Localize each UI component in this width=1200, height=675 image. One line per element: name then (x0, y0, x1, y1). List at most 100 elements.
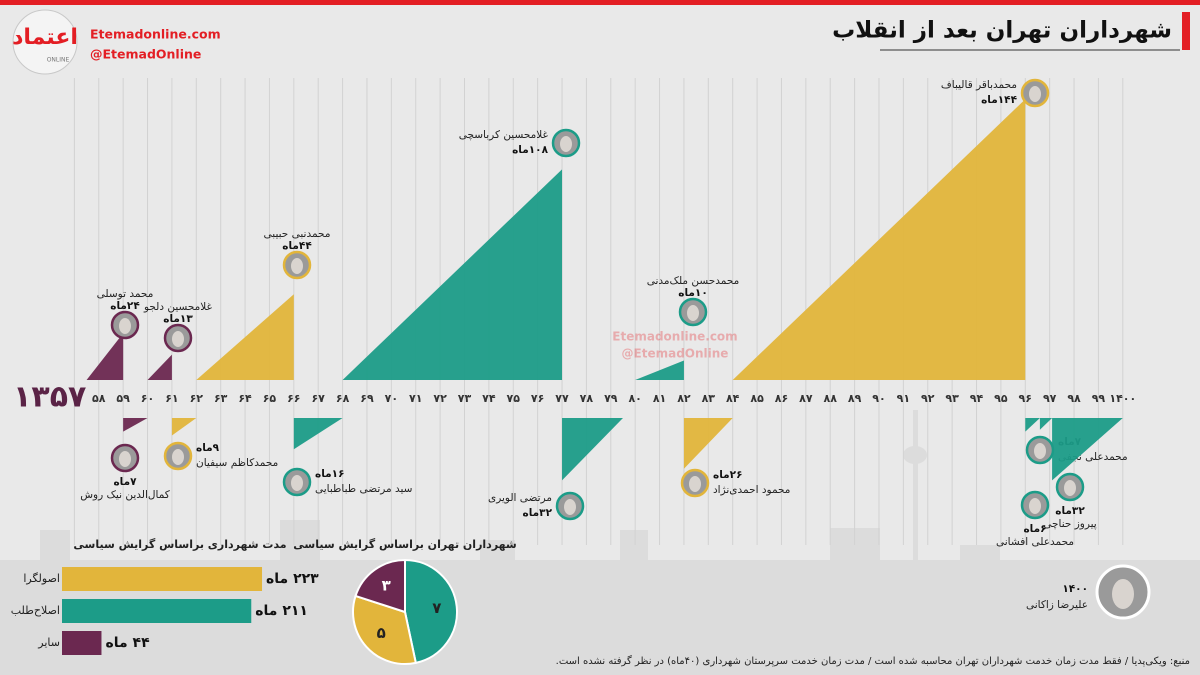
mayor-name: غلامحسین دلجو (143, 301, 213, 313)
x-tick-label: ۶۱ (165, 392, 178, 405)
current-year: ۱۴۰۰ (1062, 583, 1088, 595)
x-tick-label: ۸۶ (775, 392, 788, 405)
building (830, 528, 880, 675)
portrait-face (1064, 480, 1076, 496)
mayor-name: مرتضی الویری (488, 492, 552, 504)
x-tick-label: ۹۹ (1092, 392, 1106, 405)
portrait-face (119, 451, 131, 467)
pie-slice (354, 558, 406, 614)
portrait-face (564, 499, 576, 515)
x-tick-label: ۷۴ (482, 392, 496, 405)
x-tick-label: ۹۵ (994, 392, 1008, 405)
mayor-months: ۱۶ماه (315, 468, 344, 480)
x-tick-label: ۱۴۰۰ (1109, 392, 1136, 405)
pie-label: ۳ (382, 577, 391, 595)
pie-label: ۵ (377, 624, 386, 642)
building (960, 545, 1000, 675)
bar-value-label: ۴۴ ماه (105, 635, 150, 651)
x-tick-label: ۸۴ (726, 392, 740, 405)
portrait-face (291, 475, 303, 491)
x-tick-label: ۸۷ (799, 392, 813, 405)
mayor-months: ۱۰۸ماه (512, 144, 548, 156)
mayor-months: ۷ماه (113, 476, 137, 488)
mayor-months: ۲۶ماه (713, 469, 742, 481)
bar (62, 599, 252, 623)
portrait-face (689, 476, 701, 492)
x-tick-label: ۸۸ (824, 392, 838, 405)
mayor-months: ۳۲ماه (523, 507, 553, 519)
top-bar (0, 0, 1200, 5)
x-tick-label: ۷۲ (433, 392, 447, 405)
bar-title: مدت شهرداری براساس گرایش سیاسی (73, 538, 286, 551)
x-tick-label: ۷۱ (409, 392, 422, 405)
bar-value-label: ۲۱۱ ماه (255, 603, 308, 619)
service-triangle (1025, 418, 1040, 432)
watermark: Etemadonline.com (612, 330, 737, 344)
mayor-name: محمدباقر قالیباف (941, 79, 1017, 91)
portrait-face (1029, 498, 1041, 514)
tower-head (903, 446, 927, 464)
mayor-name: سید مرتضی طباطبایی (315, 483, 412, 495)
bar (62, 631, 102, 655)
watermark: @EtemadOnline (622, 347, 729, 361)
pie-label: ۷ (432, 599, 441, 617)
x-tick-label: ۵۹ (116, 392, 130, 405)
mayor-months: ۲۴ماه (110, 300, 140, 312)
bar (62, 567, 263, 591)
x-tick-label: ۶۰ (141, 392, 154, 405)
x-tick-label: ۹۱ (897, 392, 910, 405)
service-triangle (147, 354, 172, 380)
building (620, 530, 648, 675)
mayor-name: محمد توسلی (97, 288, 154, 300)
current-name: علیرضا زاکانی (1026, 599, 1088, 611)
x-tick-label: ۸۳ (702, 392, 716, 405)
service-triangle (683, 418, 733, 469)
x-tick-label: ۶۳ (214, 392, 228, 405)
service-triangle (196, 294, 294, 380)
x-tick-label: ۵۸ (92, 392, 106, 405)
x-tick-label: ۸۲ (677, 392, 691, 405)
handle: @EtemadOnline (90, 47, 201, 62)
x-tick-label: ۹۲ (921, 392, 935, 405)
portrait-face (1034, 443, 1046, 459)
service-triangle (171, 418, 197, 436)
chart-title: شهرداران تهران بعد از انقلاب (832, 18, 1172, 44)
x-tick-label: ۸۵ (750, 392, 764, 405)
mayor-name: کمال‌الدین نیک روش (80, 489, 170, 501)
mayor-name: محمدکاظم سیفیان (196, 457, 278, 469)
portrait-face (687, 305, 699, 321)
title-accent (1182, 12, 1190, 50)
building (280, 520, 320, 675)
x-tick-label: ۱۳۵۷ (13, 380, 86, 415)
mayor-months: ۳۲ماه (1055, 505, 1085, 517)
service-triangle (732, 99, 1026, 380)
logo-sub: ONLINE (47, 57, 70, 64)
building (480, 540, 515, 675)
mayor-name: غلامحسین کرباسچی (459, 129, 549, 141)
x-tick-label: ۶۸ (336, 392, 350, 405)
service-triangle (342, 169, 563, 380)
mayor-name: پیروز حناچی (1043, 518, 1097, 530)
x-tick-label: ۹۴ (970, 392, 984, 405)
mayor-months: ۶ماه (1023, 523, 1046, 535)
x-tick-label: ۷۸ (580, 392, 594, 405)
mayor-name: محمدحسن ملک‌مدنی (647, 275, 739, 287)
x-tick-label: ۶۶ (287, 392, 300, 405)
mayor-months: ۱۴۴ماه (981, 94, 1017, 106)
pie-slice (352, 594, 417, 665)
service-triangle (123, 418, 148, 432)
bar-category: سایر (37, 636, 60, 649)
portrait-face (1029, 86, 1041, 102)
x-tick-label: ۷۹ (604, 392, 618, 405)
mayor-name: محمدعلی افشانی (996, 536, 1074, 548)
x-tick-label: ۶۵ (263, 392, 277, 405)
x-tick-label: ۷۳ (458, 392, 472, 405)
x-tick-label: ۷۷ (555, 392, 569, 405)
site: Etemadonline.com (90, 27, 221, 42)
x-tick-label: ۶۹ (360, 392, 374, 405)
x-tick-label: ۶۲ (190, 392, 204, 405)
bar-value-label: ۲۲۳ ماه (266, 571, 319, 587)
x-tick-label: ۶۷ (311, 392, 325, 405)
x-tick-label: ۹۸ (1067, 392, 1081, 405)
